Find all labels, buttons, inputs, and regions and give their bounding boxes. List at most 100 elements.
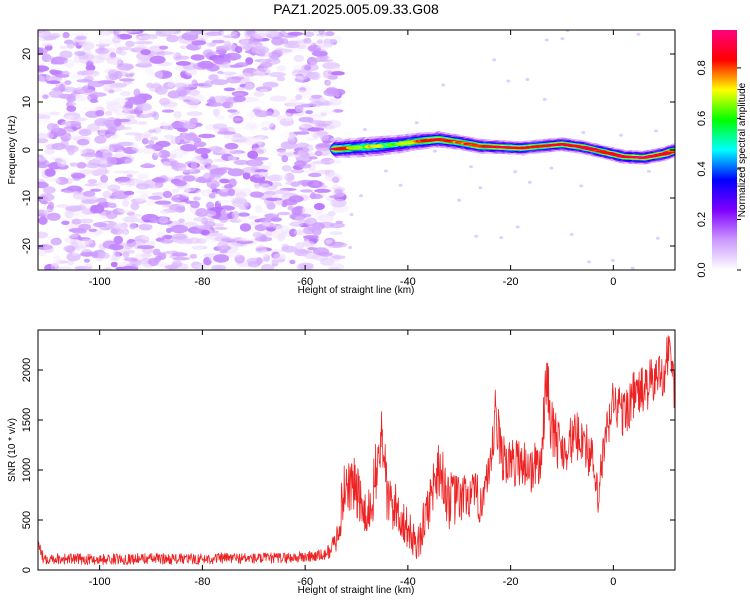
heatmap-noise-blob <box>122 170 139 175</box>
heatmap-noise-blob <box>123 190 135 196</box>
heatmap-noise-blob <box>102 99 110 103</box>
heatmap-noise-blob <box>305 110 313 115</box>
heatmap-noise-blob <box>125 40 135 48</box>
heatmap-noise-blob <box>102 190 112 199</box>
heatmap-noise-blob <box>183 121 190 129</box>
heatmap-noise-blob <box>229 64 244 68</box>
heatmap-noise-blob <box>255 86 273 92</box>
heatmap-noise-blob <box>155 30 172 37</box>
heatmap-noise-blob <box>192 244 205 250</box>
heatmap-noise-blob <box>112 83 127 87</box>
heatmap-noise-blob <box>106 157 118 166</box>
heatmap-noise-blob <box>248 128 258 136</box>
heatmap-noise-blob <box>227 188 236 197</box>
heatmap-noise-blob <box>322 62 341 70</box>
heatmap-noise-blob <box>646 169 651 173</box>
heatmap-noise-blob <box>654 129 658 133</box>
heatmap-noise-blob <box>50 60 59 65</box>
heatmap-noise-blob <box>65 224 81 229</box>
heatmap-noise-blob <box>251 45 270 55</box>
heatmap-noise-blob <box>255 245 267 254</box>
heatmap-noise-blob <box>68 135 84 140</box>
heatmap-noise-blob <box>257 149 264 154</box>
heatmap-noise-blob <box>46 80 61 84</box>
heatmap-noise-blob <box>117 126 132 130</box>
heatmap-noise-blob <box>172 187 190 195</box>
heatmap-ridge-cell <box>374 144 384 148</box>
heatmap-noise-blob <box>78 218 94 224</box>
heatmap-noise-blob <box>57 159 67 168</box>
heatmap-noise-blob <box>63 59 75 69</box>
colorbar-tick-label: 0.6 <box>696 111 708 126</box>
heatmap-noise-blob <box>295 94 303 101</box>
heatmap-noise-blob <box>148 218 160 224</box>
heatmap-noise-blob <box>300 92 314 99</box>
heatmap-noise-blob <box>97 30 107 37</box>
heatmap-noise-blob <box>610 258 615 262</box>
heatmap-noise-blob <box>184 67 198 76</box>
heatmap-noise-blob <box>190 200 200 209</box>
heatmap-noise-blob <box>116 94 130 103</box>
heatmap-noise-blob <box>254 224 267 232</box>
heatmap-noise-blob <box>173 79 182 84</box>
heatmap-noise-blob <box>173 180 187 187</box>
heatmap-noise-blob <box>260 264 275 270</box>
heatmap-noise-blob <box>60 145 77 150</box>
heatmap-noise-blob <box>106 102 123 112</box>
heatmap-noise-blob <box>231 127 242 131</box>
heatmap-noise-blob <box>38 30 44 37</box>
heatmap-noise-blob <box>144 162 152 167</box>
heatmap-noise-blob <box>242 216 249 225</box>
heatmap-noise-blob <box>181 151 189 155</box>
heatmap-noise-blob <box>331 176 340 183</box>
heatmap-noise-blob <box>111 188 118 193</box>
heatmap-noise-blob <box>277 211 291 216</box>
heatmap-noise-blob <box>295 242 305 250</box>
heatmap-noise-blob <box>236 72 252 78</box>
heatmap-noise-blob <box>298 207 314 215</box>
heatmap-noise-blob <box>113 235 124 245</box>
heatmap-noise-blob <box>290 37 302 42</box>
x-tick-label: -100 <box>89 276 111 288</box>
heatmap-noise-blob <box>303 37 312 44</box>
heatmap-noise-blob <box>212 95 228 103</box>
heatmap-noise-blob <box>103 267 112 270</box>
heatmap-noise-blob <box>253 101 267 109</box>
heatmap-noise-blob <box>239 123 251 131</box>
heatmap-noise-blob <box>40 200 48 205</box>
heatmap-noise-blob <box>254 174 264 178</box>
heatmap-noise-blob <box>329 222 346 229</box>
heatmap-noise-blob <box>100 38 109 44</box>
y-tick-label: 10 <box>21 96 33 108</box>
heatmap-noise-blob <box>187 237 201 245</box>
heatmap-noise-blob <box>174 195 186 201</box>
heatmap-noise-blob <box>141 194 150 201</box>
heatmap-noise-blob <box>222 61 231 68</box>
heatmap-noise-blob <box>116 149 125 155</box>
heatmap-noise-blob <box>203 171 210 179</box>
heatmap-noise-blob <box>279 172 288 182</box>
heatmap-noise-blob <box>160 239 174 244</box>
heatmap-noise-blob <box>39 193 55 202</box>
heatmap-noise-blob <box>102 150 114 159</box>
heatmap-noise-blob <box>310 94 323 99</box>
heatmap-noise-blob <box>299 189 313 193</box>
heatmap-noise-blob <box>87 123 101 132</box>
heatmap-noise-blob <box>167 79 175 88</box>
heatmap-noise-blob <box>287 103 299 106</box>
heatmap-noise-blob <box>237 86 246 91</box>
heatmap-noise-blob <box>241 236 253 242</box>
heatmap-noise-blob <box>74 50 86 57</box>
heatmap-noise-blob <box>252 136 268 142</box>
heatmap-noise-blob <box>99 211 107 219</box>
heatmap-noise-blob <box>131 198 147 204</box>
heatmap-noise-blob <box>56 204 69 208</box>
heatmap-noise-blob <box>294 216 305 221</box>
heatmap-noise-blob <box>112 35 121 44</box>
heatmap-noise-blob <box>138 57 148 66</box>
heatmap-noise-blob <box>90 36 104 44</box>
heatmap-noise-blob <box>316 99 331 106</box>
heatmap-noise-blob <box>119 91 131 97</box>
heatmap-noise-blob <box>240 38 249 48</box>
heatmap-noise-blob <box>242 97 259 103</box>
